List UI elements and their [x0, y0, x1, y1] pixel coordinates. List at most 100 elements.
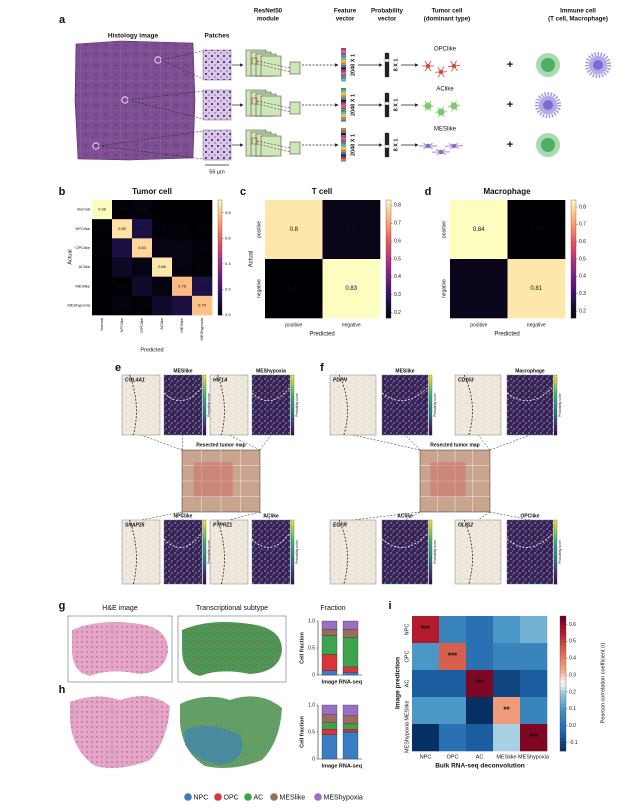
- heatmap-cell: [520, 616, 548, 644]
- colorbar-step: [571, 312, 576, 316]
- cell-value: 0.016: [117, 302, 128, 307]
- colorbar-step: [560, 649, 566, 654]
- colorbar-step: [203, 432, 206, 434]
- colorbar-step: [291, 426, 294, 428]
- colorbar-step: [218, 312, 222, 316]
- vector-cell: [341, 50, 346, 53]
- colorbar-step: [291, 552, 294, 554]
- colorbar-step: [203, 574, 206, 577]
- row-label: positive: [256, 221, 262, 238]
- vector-cell: [384, 144, 390, 149]
- heatmap-cell: [493, 616, 521, 644]
- colorbar-step: [429, 579, 432, 582]
- cell-value: 0.83: [345, 286, 357, 292]
- colorbar-step: [291, 564, 294, 567]
- colorbar-step: [554, 375, 557, 377]
- x-tick-label: RNA-seq: [339, 763, 362, 769]
- patch: [202, 129, 232, 161]
- resnet-block: [260, 135, 282, 157]
- colorbar-step: [554, 411, 557, 413]
- axis-label: Bulk RNA-seq deconvolution: [435, 763, 525, 770]
- colorbar-step: [429, 545, 432, 548]
- colorbar-step: [291, 529, 294, 532]
- subtype-label: NPClike: [174, 513, 193, 519]
- heatmap-cell: [152, 200, 173, 220]
- col-label: OPClike: [139, 317, 144, 332]
- row-label: MEShypoxia: [404, 721, 410, 753]
- colorbar-step: [429, 520, 432, 522]
- heatmap-cell: [112, 219, 133, 239]
- colorbar-frame: [217, 199, 223, 316]
- column-header: (T cell, Macrophage): [548, 16, 608, 23]
- colorbar-step: [203, 582, 206, 585]
- colorbar-step: [429, 524, 432, 527]
- heatmap-cell: [92, 200, 113, 220]
- vector-cell: [341, 95, 346, 98]
- cell-value: 0: [181, 207, 184, 212]
- colorbar-step: [218, 243, 222, 247]
- colorbar-step: [386, 214, 391, 218]
- connector: [127, 99, 204, 120]
- vector-cell: [341, 79, 346, 82]
- heatmap-cell: [520, 697, 548, 725]
- tumor-cell: [424, 102, 432, 110]
- significance: **: [503, 706, 510, 715]
- colorbar-step: [571, 208, 576, 213]
- vector-cell: [341, 147, 346, 150]
- colorbar-step: [218, 223, 222, 227]
- colorbar-tick-label: 0.4: [225, 261, 231, 266]
- resnet-block: [289, 61, 301, 75]
- colorbar-step: [203, 429, 206, 431]
- ihc-image: [329, 519, 377, 585]
- colorbar-step: [554, 577, 557, 580]
- colorbar-step: [291, 576, 294, 578]
- colorbar-step: [560, 622, 566, 627]
- colorbar-step: [571, 279, 576, 283]
- colorbar-step: [386, 315, 391, 319]
- colorbar-step: [429, 555, 432, 558]
- colorbar-step: [386, 259, 391, 263]
- colorbar-step: [429, 423, 432, 425]
- colorbar-step: [291, 418, 294, 421]
- colorbar-step: [429, 405, 432, 407]
- significance: ***: [421, 625, 431, 634]
- colorbar-step: [429, 529, 432, 532]
- colorbar-step: [560, 713, 566, 718]
- colorbar-step: [386, 208, 391, 213]
- colorbar-step: [554, 523, 557, 526]
- colorbar-step: [571, 232, 576, 236]
- vector-cell: [341, 137, 346, 140]
- colorbar-step: [554, 399, 557, 401]
- subtype-label: OPClike: [520, 513, 539, 519]
- connector: [256, 100, 291, 109]
- colorbar-label: Probability score: [433, 393, 437, 417]
- heatmap-cell: [450, 200, 508, 260]
- y-tick-label: 0: [312, 672, 315, 678]
- colorbar-tick-label: 0.1: [569, 706, 576, 712]
- colorbar-step: [554, 414, 557, 416]
- colorbar-step: [429, 526, 432, 529]
- colorbar-step: [291, 534, 294, 537]
- colorbar-step: [291, 526, 294, 529]
- vector-cell: [341, 52, 346, 56]
- bar-segment: [321, 635, 338, 655]
- colorbar-step: [429, 432, 432, 434]
- colorbar-step: [554, 521, 557, 524]
- colorbar-step: [218, 217, 222, 221]
- cell-value: 0.8: [290, 227, 299, 233]
- bar-segment: [321, 714, 338, 723]
- colorbar-step: [218, 277, 222, 281]
- cell-value: 0.004: [97, 245, 108, 250]
- heatmap-cell: [520, 724, 548, 752]
- colorbar-step: [291, 430, 294, 433]
- colorbar-step: [386, 253, 391, 257]
- vector-cell: [341, 156, 346, 160]
- connector: [181, 434, 184, 451]
- cell-value: 0: [161, 207, 164, 212]
- colorbar-step: [554, 526, 557, 529]
- colorbar-step: [218, 228, 222, 232]
- colorbar-step: [429, 550, 432, 553]
- colorbar-step: [571, 241, 576, 245]
- connector: [98, 130, 204, 147]
- colorbar-step: [218, 306, 222, 310]
